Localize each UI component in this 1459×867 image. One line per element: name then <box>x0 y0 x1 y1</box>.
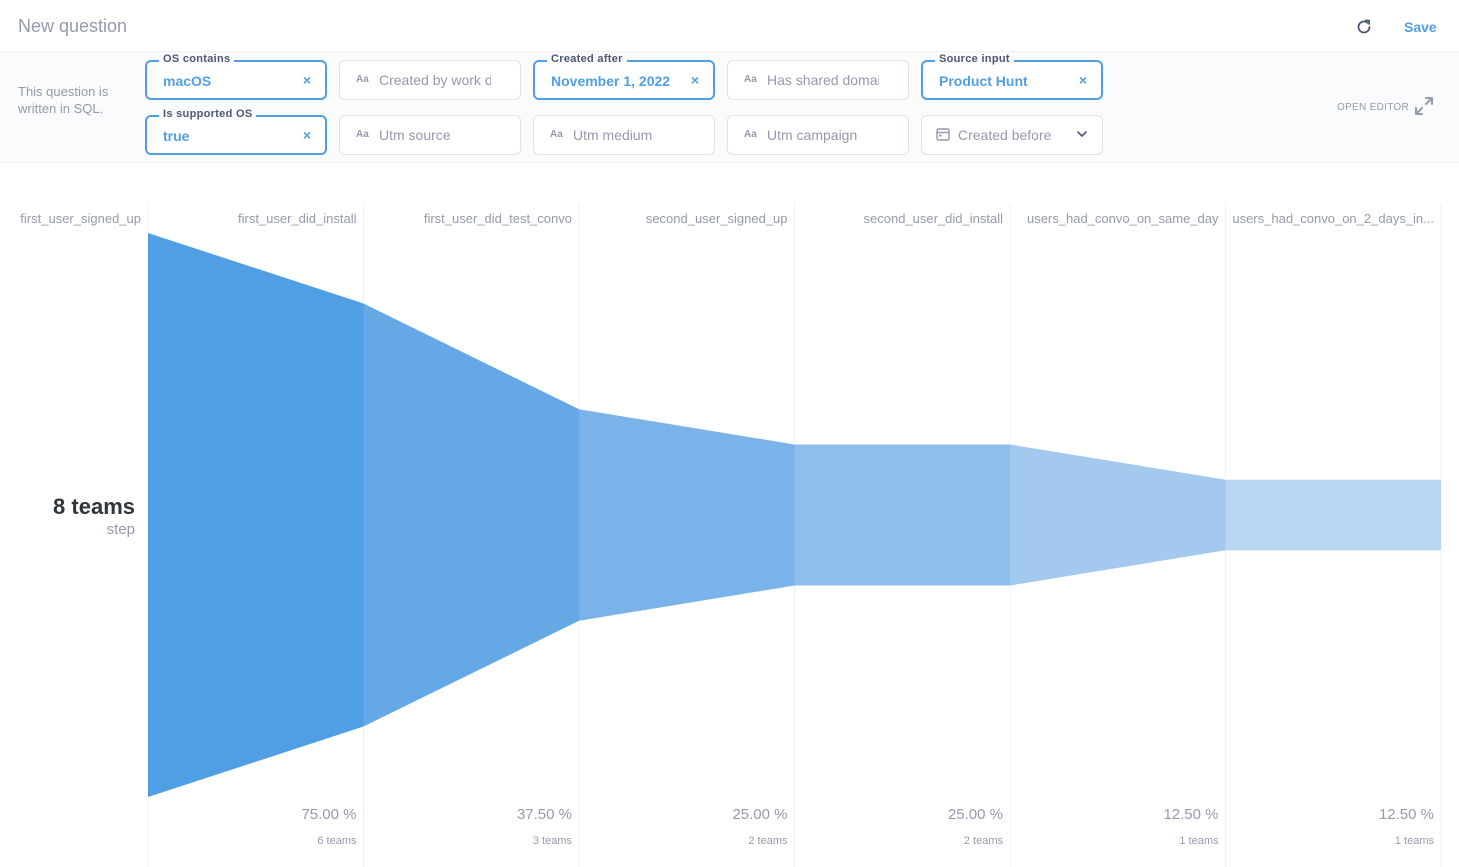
funnel-svg <box>147 203 1442 867</box>
filter-value: macOS <box>163 73 212 89</box>
filter-created-before[interactable]: Created before <box>921 115 1103 155</box>
funnel-step-percent: 25.00 % <box>732 806 788 823</box>
funnel-segment[interactable] <box>148 233 364 797</box>
text-type-icon: Aa <box>356 74 369 85</box>
funnel-step-header: second_user_did_install <box>863 211 1003 226</box>
filter-label: Created after <box>547 53 627 65</box>
funnel-segment[interactable] <box>363 303 580 727</box>
funnel-step-count: 2 teams <box>963 835 1003 847</box>
filter-value: November 1, 2022 <box>551 73 671 89</box>
funnel-step-percent: 75.00 % <box>301 806 357 823</box>
funnel-segment[interactable] <box>1225 479 1442 551</box>
funnel-step-percent: 12.50 % <box>1163 806 1219 823</box>
top-bar: New question Save <box>0 0 1459 52</box>
clear-icon[interactable]: × <box>1078 72 1087 88</box>
funnel-step-header: first_user_did_test_convo <box>423 211 572 226</box>
funnel-first-sublabel: step <box>106 521 135 538</box>
filter-value: Product Hunt <box>939 73 1028 89</box>
funnel-chart: first_user_signed_up 8 teams step first_… <box>0 163 1459 867</box>
calendar-icon <box>936 128 950 141</box>
funnel-first-value: 8 teams <box>53 494 135 519</box>
filter-utm-medium[interactable]: Aa Utm medium <box>533 115 715 155</box>
filter-label: OS contains <box>159 53 235 65</box>
clear-icon[interactable]: × <box>302 127 311 143</box>
funnel-step-count: 1 teams <box>1394 835 1434 847</box>
filter-supported-os[interactable]: Is supported OS true × <box>145 108 327 155</box>
funnel-step-header: users_had_convo_on_same_day <box>1026 211 1219 226</box>
refresh-icon[interactable] <box>1354 17 1374 37</box>
sql-note: This question is written in SQL. <box>18 84 109 116</box>
text-type-icon: Aa <box>356 129 369 140</box>
funnel-step-percent: 37.50 % <box>516 806 572 823</box>
filter-placeholder: Utm medium <box>573 127 653 143</box>
funnel-step-count: 3 teams <box>532 835 572 847</box>
filter-label: Is supported OS <box>159 108 257 120</box>
filter-placeholder: Has shared domai <box>767 72 879 88</box>
open-editor-button[interactable]: OPEN EDITOR <box>1337 102 1410 113</box>
filter-source-input[interactable]: Source input Product Hunt × <box>921 53 1103 100</box>
text-type-icon: Aa <box>744 74 757 85</box>
funnel-step-header: second_user_signed_up <box>645 211 788 226</box>
funnel-step-percent: 12.50 % <box>1378 806 1434 823</box>
funnel-step-header: users_had_convo_on_2_days_in... <box>1232 211 1434 226</box>
filter-placeholder: Utm campaign <box>767 127 858 143</box>
filter-label: Source input <box>935 53 1014 65</box>
filter-placeholder: Created by work d <box>379 72 491 88</box>
save-button[interactable]: Save <box>1404 19 1437 35</box>
expand-icon[interactable] <box>1413 95 1435 117</box>
funnel-step-percent: 25.00 % <box>947 806 1003 823</box>
chevron-down-icon <box>1077 131 1087 137</box>
filter-shared-domain[interactable]: Aa Has shared domai <box>727 60 909 100</box>
funnel-step-count: 2 teams <box>748 835 788 847</box>
clear-icon[interactable]: × <box>690 72 699 88</box>
text-type-icon: Aa <box>744 129 757 140</box>
funnel-step-count: 1 teams <box>1179 835 1219 847</box>
funnel-segment[interactable] <box>579 409 795 621</box>
clear-icon[interactable]: × <box>302 72 311 88</box>
filter-created-by[interactable]: Aa Created by work d <box>339 60 521 100</box>
funnel-segment[interactable] <box>794 444 1011 586</box>
filter-placeholder: Utm source <box>379 127 451 143</box>
filter-os-contains[interactable]: OS contains macOS × <box>145 53 327 100</box>
filter-bar: This question is written in SQL. OS cont… <box>0 52 1459 163</box>
filter-utm-source[interactable]: Aa Utm source <box>339 115 521 155</box>
filter-value: true <box>163 128 190 144</box>
page-title[interactable]: New question <box>18 16 128 36</box>
funnel-step-header: first_user_signed_up <box>20 211 141 226</box>
funnel-segment[interactable] <box>1010 444 1226 586</box>
filter-utm-campaign[interactable]: Aa Utm campaign <box>727 115 909 155</box>
funnel-step-header: first_user_did_install <box>237 211 357 226</box>
funnel-step-count: 6 teams <box>317 835 357 847</box>
filter-created-after[interactable]: Created after November 1, 2022 × <box>533 53 715 100</box>
filter-placeholder: Created before <box>958 127 1052 143</box>
text-type-icon: Aa <box>550 129 563 140</box>
